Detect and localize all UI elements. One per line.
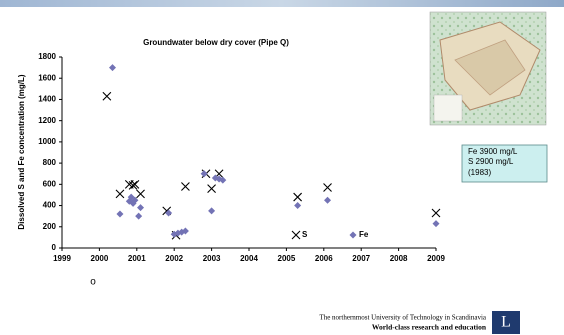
cross-marker [324, 184, 332, 192]
x-tick-label: 1999 [53, 254, 71, 263]
chart-title: Groundwater below dry cover (Pipe Q) [143, 38, 289, 47]
diamond-marker [201, 170, 208, 177]
y-tick-label: 0 [52, 243, 57, 252]
annotation-line: S 2900 mg/L [468, 157, 514, 166]
slide-bullet: o [90, 277, 96, 288]
annotation-line: Fe 3900 mg/L [468, 147, 518, 156]
top-banner [0, 0, 564, 7]
x-tick-label: 2003 [203, 254, 221, 263]
cross-marker [432, 209, 440, 217]
annotation-line: (1983) [468, 168, 491, 177]
legend-label: S [302, 230, 308, 239]
y-tick-label: 1800 [38, 52, 56, 61]
cross-marker [294, 193, 302, 201]
x-tick-label: 2004 [240, 254, 258, 263]
x-tick-label: 2009 [427, 254, 445, 263]
cross-marker [292, 231, 300, 239]
slide: Fe 3900 mg/L S 2900 mg/L (1983) Groundwa… [0, 0, 564, 335]
x-tick-label: 2002 [165, 254, 183, 263]
y-tick-label: 800 [43, 158, 57, 167]
x-tick-label: 2006 [315, 254, 333, 263]
y-tick-label: 200 [43, 222, 57, 231]
diamond-marker [350, 232, 357, 239]
footer-motto: World-class research and education [372, 323, 487, 332]
diamond-marker [433, 220, 440, 227]
footer-tagline: The northernmost University of Technolog… [319, 314, 486, 322]
legend-label: Fe [359, 230, 369, 239]
cross-marker [116, 190, 124, 198]
diamond-marker [294, 202, 301, 209]
x-tick-label: 2000 [91, 254, 109, 263]
map-image [430, 12, 546, 125]
cross-marker [208, 185, 216, 193]
y-tick-label: 1400 [38, 95, 56, 104]
x-tick-label: 2005 [278, 254, 296, 263]
y-tick-label: 1200 [38, 116, 56, 125]
diamond-marker [135, 213, 142, 220]
x-tick-label: 2001 [128, 254, 146, 263]
y-tick-label: 1600 [38, 73, 56, 82]
diamond-marker [116, 211, 123, 218]
logo-text: L [501, 314, 511, 331]
cross-marker [181, 182, 189, 190]
diamond-marker [109, 64, 116, 71]
diamond-marker [137, 204, 144, 211]
y-tick-label: 600 [43, 179, 57, 188]
y-tick-label: 1000 [38, 137, 56, 146]
x-tick-label: 2007 [352, 254, 370, 263]
page: Fe 3900 mg/L S 2900 mg/L (1983) Groundwa… [0, 0, 564, 335]
y-axis-label: Dissolved S and Fe concentration (mg/L) [17, 74, 26, 229]
y-tick-label: 400 [43, 201, 57, 210]
cross-marker [103, 92, 111, 100]
diamond-marker [324, 197, 331, 204]
x-tick-label: 2008 [390, 254, 408, 263]
diamond-marker [208, 207, 215, 214]
cross-marker [137, 190, 145, 198]
